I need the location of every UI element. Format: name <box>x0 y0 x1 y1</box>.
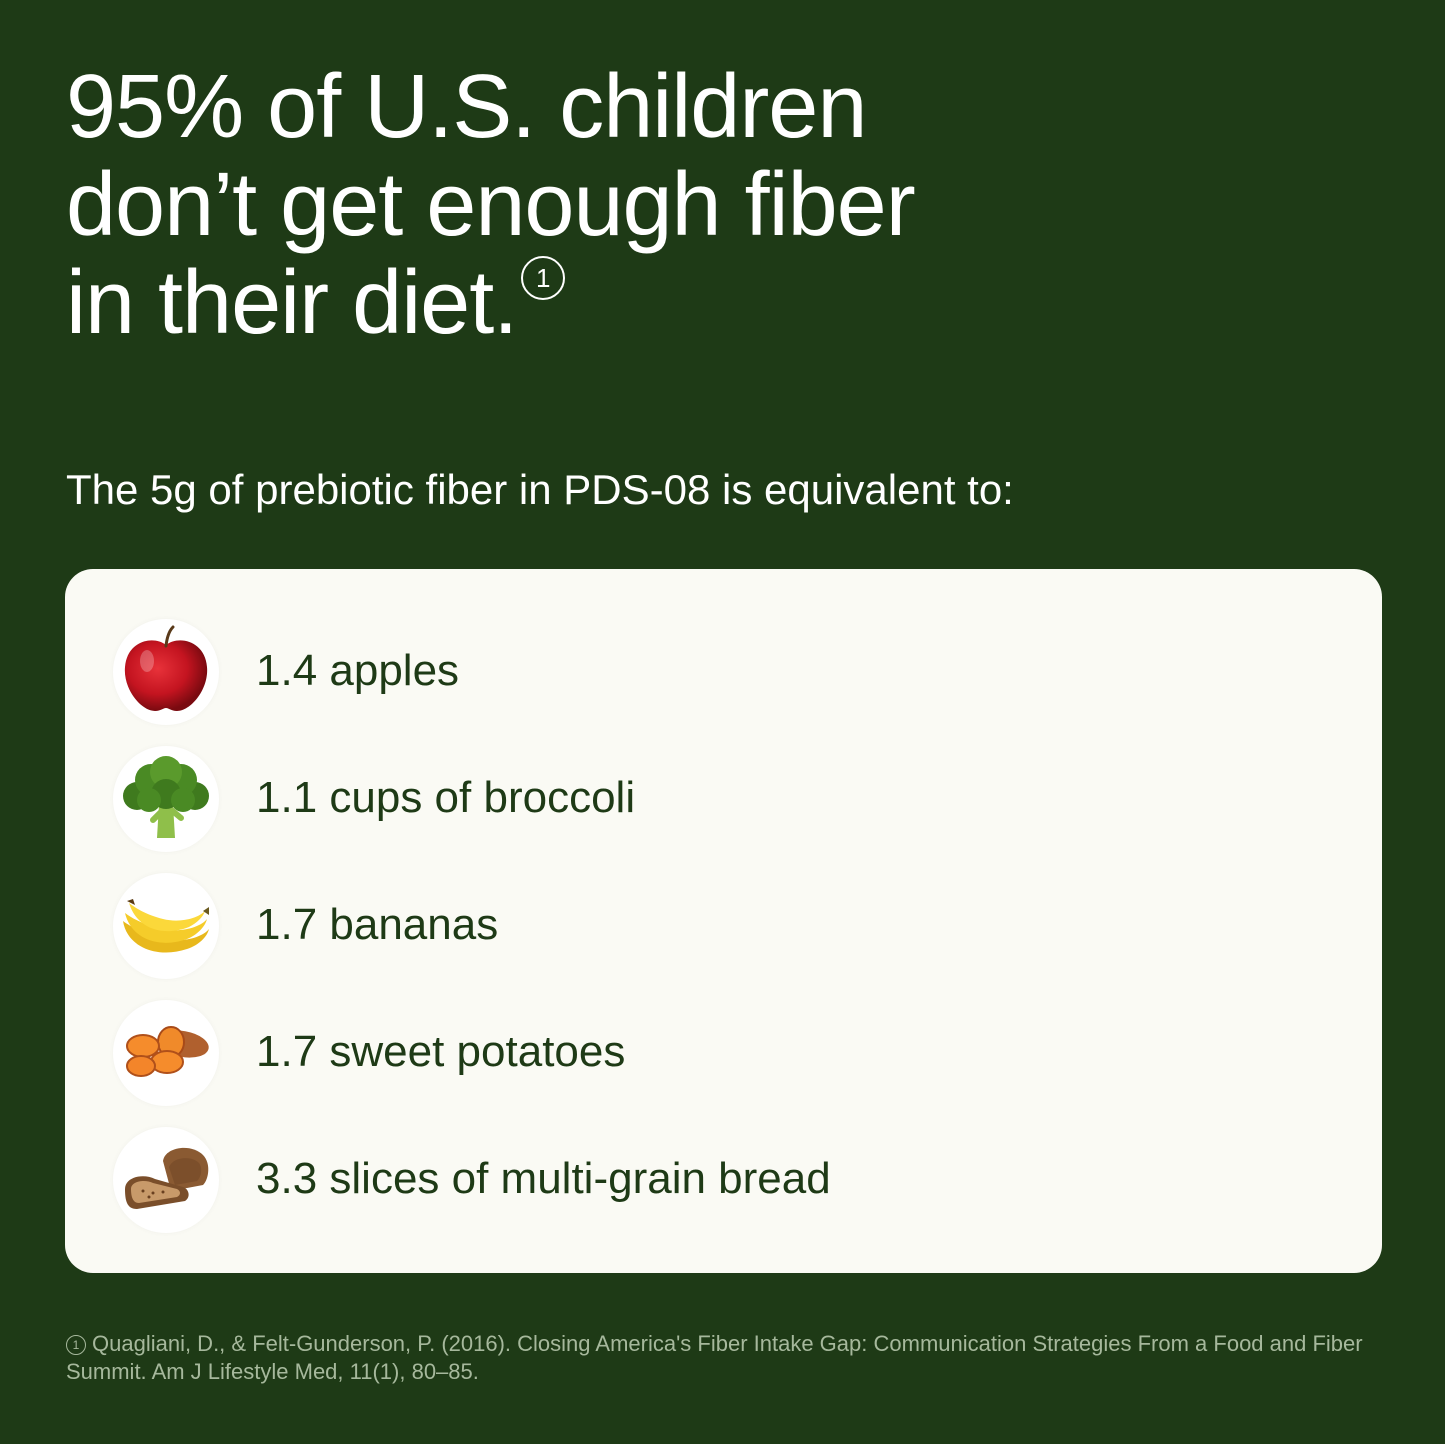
subhead: The 5g of prebiotic fiber in PDS-08 is e… <box>66 466 1014 513</box>
footnote-reference-mark: 1 <box>521 256 566 300</box>
broccoli-icon <box>113 746 219 852</box>
list-item-apples: 1.4 apples <box>113 619 1313 725</box>
bread-icon <box>113 1127 219 1233</box>
list-item-label: 1.1 cups of broccoli <box>256 773 636 822</box>
list-item-sweet-potatoes: 1.7 sweet potatoes <box>113 1000 1313 1106</box>
list-item-bread: 3.3 slices of multi-grain bread <box>113 1127 1313 1233</box>
list-item-label: 1.7 sweet potatoes <box>256 1027 626 1076</box>
headline-line-1: 95% of U.S. children <box>66 57 867 157</box>
apple-icon <box>113 619 219 725</box>
list-item-broccoli: 1.1 cups of broccoli <box>113 746 1313 852</box>
fiber-equivalents-card: 1.4 apples 1.1 cups of broccoli <box>65 569 1382 1273</box>
headline-line-3-text: in their diet. <box>66 253 518 353</box>
footnote: 1 Quagliani, D., & Felt-Gunderson, P. (20… <box>66 1330 1386 1386</box>
headline: 95% of U.S. children don’t get enough fi… <box>66 58 1166 352</box>
list-item-label: 1.7 bananas <box>256 900 499 949</box>
footnote-mark: 1 <box>66 1335 86 1355</box>
list-item-label: 3.3 slices of multi-grain bread <box>256 1154 831 1203</box>
list-item-label: 1.4 apples <box>256 646 460 695</box>
sweet-potato-icon <box>113 1000 219 1106</box>
footnote-text: Quagliani, D., & Felt-Gunderson, P. (201… <box>66 1331 1363 1384</box>
list-item-bananas: 1.7 bananas <box>113 873 1313 979</box>
headline-line-2: don’t get enough fiber <box>66 155 916 255</box>
banana-icon <box>113 873 219 979</box>
headline-line-3: in their diet. 1 <box>66 254 1166 352</box>
